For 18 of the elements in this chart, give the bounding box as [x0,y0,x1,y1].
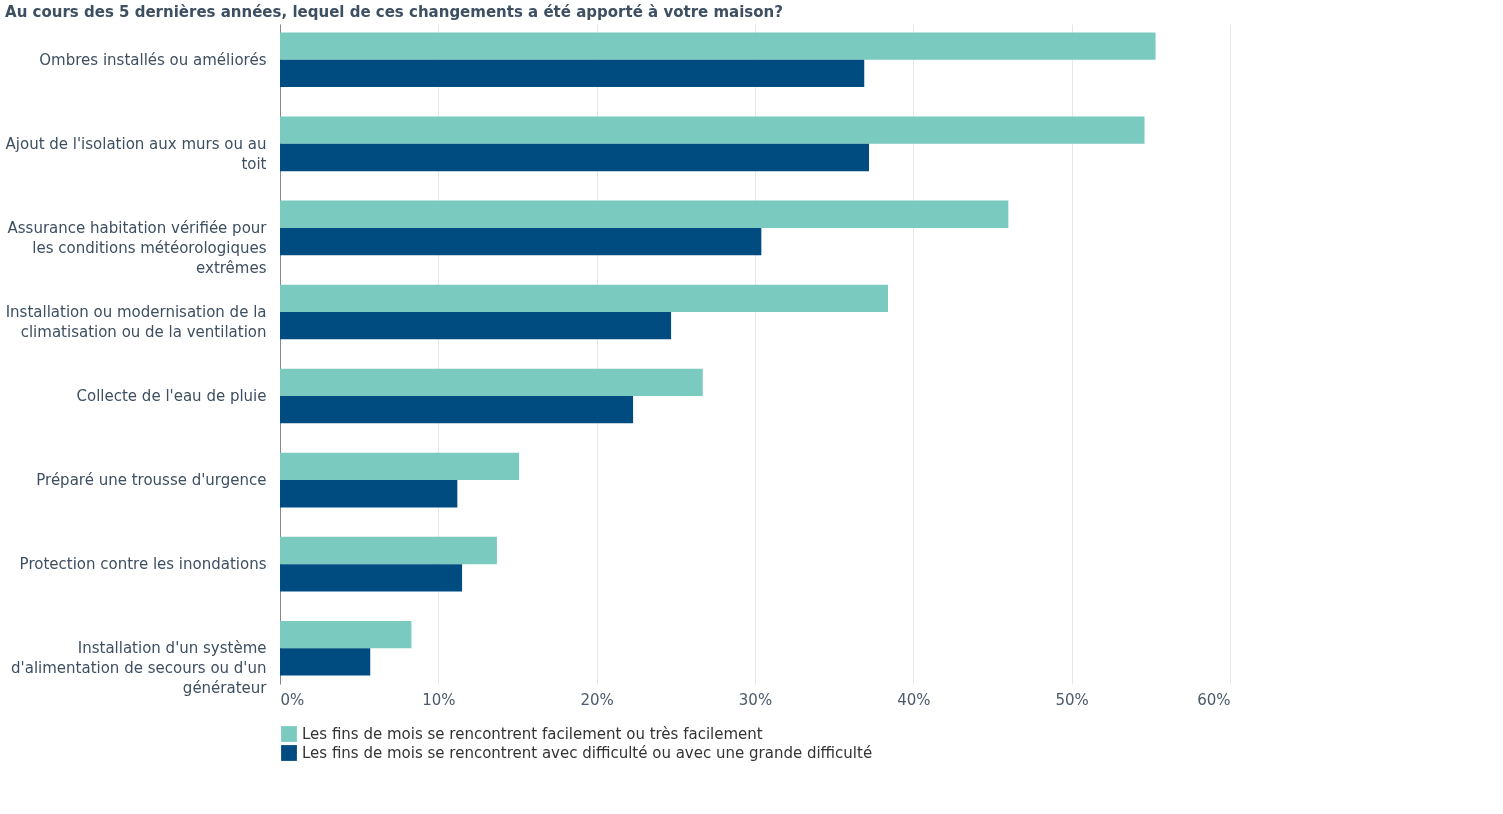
y-tick-label: Ajout de l'isolation aux murs ou au toit [5,134,267,173]
x-tick-label: 50% [1055,690,1089,709]
y-tick-label: Assurance habitation vérifiée pour les conditions météorologiques extrêmes [7,218,268,277]
y-tick-label: Installation d'un système d'alimentation de secours ou d'un générateur [11,639,268,698]
x-tick-label: 0% [280,690,305,709]
y-tick-label: Installation ou modernisation de la climatisation ou de la ventilation [5,302,267,341]
x-tick-label: 60% [1197,690,1231,709]
x-tick-label: 10% [422,690,456,709]
y-tick-label: Collecte de l'eau de pluie [76,387,267,406]
y-tick-label: Ombres installés ou améliorés [39,50,267,69]
legend-label: Les fins de mois se rencontrent facilement ou très facilement [302,725,763,743]
chart-title: Au cours des 5 dernières années, lequel de ces changements a été apporté à votre maison? [5,3,783,21]
y-tick-label: Préparé une trousse d'urgence [36,471,267,490]
x-tick-label: 30% [738,690,773,709]
x-tick-label: 40% [897,690,931,709]
y-tick-label: Protection contre les inondations [19,555,267,574]
legend-label: Les fins de mois se rencontrent avec difficulté ou avec une grande difficulté [302,744,873,762]
x-tick-label: 20% [580,690,614,709]
